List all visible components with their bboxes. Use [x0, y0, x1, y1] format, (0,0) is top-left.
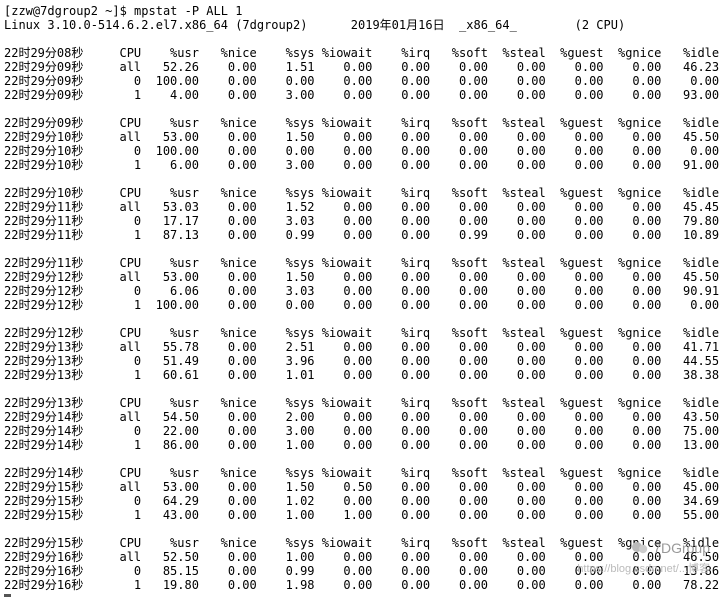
terminal-output: [zzw@7dgroup2 ~]$ mpstat -P ALL 1 Linux …	[0, 0, 722, 597]
